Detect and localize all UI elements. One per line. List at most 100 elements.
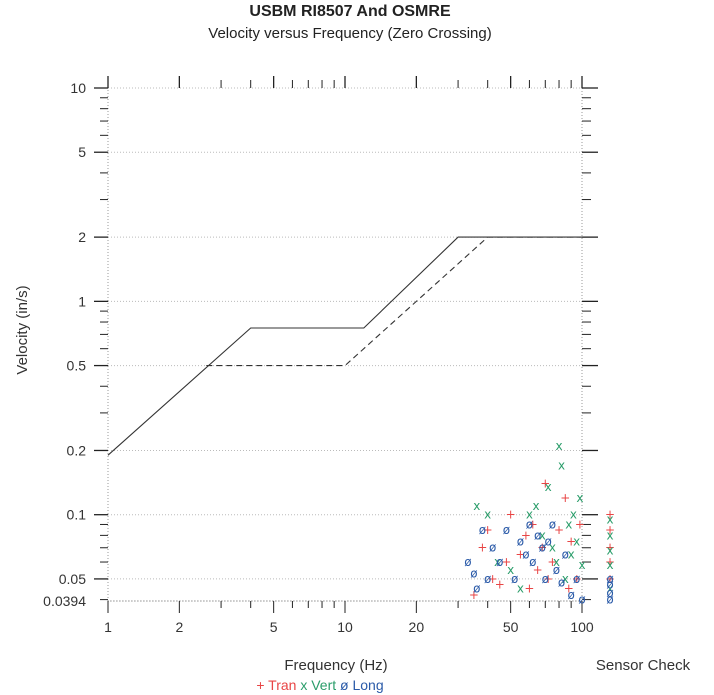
sensor-point-long: ø: [606, 572, 613, 586]
point-tran: +: [524, 582, 534, 596]
point-tran: +: [483, 523, 493, 537]
point-tran: +: [564, 582, 574, 596]
point-vert: x: [533, 499, 540, 513]
point-vert: x: [507, 563, 514, 577]
y-tick-label: 0.05: [59, 571, 86, 587]
sensor-point-vert: x: [606, 512, 613, 526]
y-tick-labels: 0.0394 0.05 0.1 0.2 0.5 1 2 5 10: [43, 80, 86, 609]
limit-line-solid: [107, 236, 582, 456]
x-tick-label: 50: [503, 619, 519, 635]
sensor-point-tran: +: [605, 508, 615, 522]
legend-item-vert: x Vert: [296, 677, 336, 693]
axes-layer: [94, 76, 598, 613]
x-tick-label: 2: [175, 619, 183, 635]
x-tick-label: 100: [570, 619, 594, 635]
point-vert: x: [473, 499, 480, 513]
x-tick-label: 10: [337, 619, 353, 635]
point-long: ø: [567, 588, 574, 602]
legend-entries: + Tran x Vert ø Long: [256, 677, 383, 693]
point-vert: x: [517, 582, 524, 596]
point-long: ø: [470, 567, 477, 581]
point-tran: +: [477, 541, 487, 555]
point-vert: x: [565, 517, 572, 531]
point-tran: +: [488, 572, 498, 586]
point-tran: +: [506, 508, 516, 522]
sensor-point-long: ø: [606, 586, 613, 600]
point-long: ø: [558, 576, 565, 590]
point-tran: +: [540, 477, 550, 491]
x-tick-label: 5: [270, 619, 278, 635]
y-tick-label: 0.0394: [43, 593, 86, 609]
point-vert: x: [573, 534, 580, 548]
point-tran: +: [560, 491, 570, 505]
y-tick-label: 0.2: [67, 442, 87, 458]
point-long: ø: [539, 541, 546, 555]
point-vert: x: [578, 558, 585, 572]
point-long: ø: [517, 534, 524, 548]
sensor-point-vert: x: [606, 582, 613, 596]
limit-line-dashed: [206, 236, 582, 367]
y-tick-label: 2: [78, 229, 86, 245]
point-vert: x: [570, 508, 577, 522]
point-long: ø: [578, 593, 585, 607]
point-long: ø: [479, 523, 486, 537]
point-long: ø: [526, 517, 533, 531]
point-tran: +: [566, 534, 576, 548]
point-vert: x: [562, 572, 569, 586]
grid-layer: [107, 87, 583, 602]
point-vert: x: [526, 508, 533, 522]
chart-subtitle: Velocity versus Frequency (Zero Crossing…: [208, 25, 491, 42]
sensor-check-label: Sensor Check: [596, 657, 691, 674]
legend-item-long: ø Long: [336, 677, 383, 693]
y-tick-label: 10: [70, 80, 86, 96]
point-tran: +: [469, 588, 479, 602]
sensor-point-vert: x: [606, 528, 613, 542]
point-tran: +: [515, 548, 525, 562]
point-long: ø: [496, 555, 503, 569]
sensor-point-tran: +: [605, 555, 615, 569]
point-vert: x: [484, 508, 491, 522]
limit-lines: [107, 236, 582, 456]
x-tick-label: 1: [104, 619, 112, 635]
sensor-point-tran: +: [605, 572, 615, 586]
point-long: ø: [484, 572, 491, 586]
point-vert: x: [568, 548, 575, 562]
point-tran: +: [501, 555, 511, 569]
point-tran: +: [575, 517, 585, 531]
point-tran: +: [528, 517, 538, 531]
legend-item-tran: + Tran: [256, 677, 296, 693]
point-tran: +: [572, 572, 582, 586]
point-tran: +: [533, 563, 543, 577]
point-long: ø: [529, 555, 536, 569]
sensor-point-tran: +: [605, 541, 615, 555]
point-long: ø: [562, 548, 569, 562]
point-vert: x: [549, 541, 556, 555]
point-tran: +: [547, 555, 557, 569]
y-tick-label: 0.1: [67, 507, 87, 523]
plot-frame: [107, 87, 583, 602]
y-axis-label: Velocity (in/s): [14, 285, 31, 374]
y-tick-label: 5: [78, 144, 86, 160]
sensor-point-tran: +: [605, 523, 615, 537]
point-tran: +: [521, 528, 531, 542]
point-vert: x: [539, 528, 546, 542]
point-long: ø: [473, 582, 480, 596]
x-axis-label: Frequency (Hz): [284, 657, 387, 674]
point-vert: x: [545, 480, 552, 494]
x-tick-label: 20: [409, 619, 425, 635]
point-long: ø: [511, 572, 518, 586]
point-long: ø: [553, 563, 560, 577]
data-points: ++++++++++++++++++++++xxxxxxxxxxxxxxxxxx…: [464, 439, 585, 607]
x-tick-labels: 1 2 5 10 20 50 100: [104, 619, 594, 635]
point-long: ø: [489, 541, 496, 555]
sensor-point-vert: x: [606, 543, 613, 557]
chart-title: USBM RI8507 And OSMRE: [249, 3, 451, 20]
point-long: ø: [464, 555, 471, 569]
point-tran: +: [495, 578, 505, 592]
point-vert: x: [494, 555, 501, 569]
point-long: ø: [522, 548, 529, 562]
point-tran: +: [537, 541, 547, 555]
point-tran: +: [554, 523, 564, 537]
